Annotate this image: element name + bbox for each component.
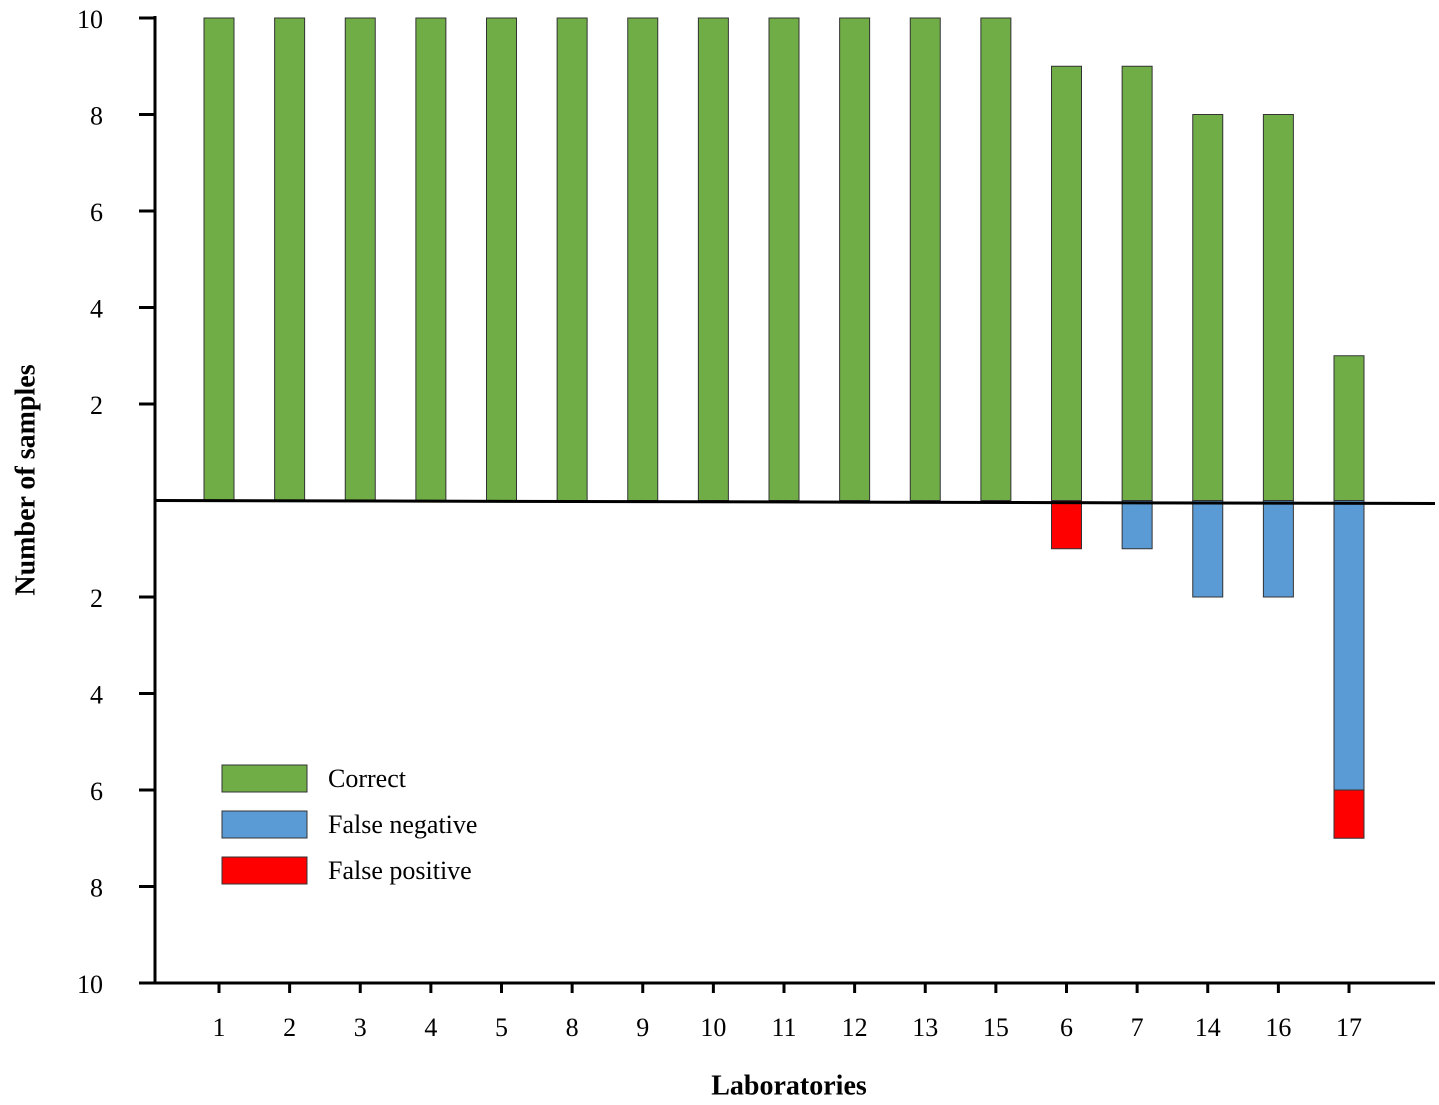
legend-label: Correct <box>328 764 407 793</box>
x-tick-label: 10 <box>700 1013 726 1042</box>
legend-label: False negative <box>328 810 477 839</box>
x-tick-label: 6 <box>1060 1013 1073 1042</box>
y-tick-label: 10 <box>77 970 103 999</box>
bar <box>1192 114 1224 501</box>
bar <box>344 17 376 501</box>
y-axis-label: Number of samples <box>10 364 41 595</box>
x-tick-label: 17 <box>1336 1013 1362 1042</box>
x-tick-label: 1 <box>213 1013 226 1042</box>
x-tick-label: 14 <box>1195 1013 1221 1042</box>
bar <box>1333 789 1365 839</box>
bar <box>203 17 235 501</box>
y-tick-label: 2 <box>90 584 103 613</box>
bar <box>768 17 800 501</box>
bar <box>909 17 941 501</box>
x-tick-label: 16 <box>1265 1013 1291 1042</box>
y-tick-label: 4 <box>90 680 103 709</box>
x-tick-label: 5 <box>495 1013 508 1042</box>
bar <box>1333 355 1365 501</box>
legend-swatch <box>221 810 308 839</box>
bar <box>1192 500 1224 598</box>
y-tick-label: 4 <box>90 294 103 323</box>
bar <box>1262 500 1294 598</box>
bar <box>1262 114 1294 501</box>
bar <box>980 17 1012 501</box>
zero-line <box>154 499 1436 505</box>
bar <box>415 17 447 501</box>
bar <box>1121 65 1153 501</box>
y-tick-label: 8 <box>90 873 103 902</box>
x-tick-label: 15 <box>983 1013 1009 1042</box>
x-tick-label: 9 <box>636 1013 649 1042</box>
y-tick-label: 8 <box>90 101 103 130</box>
x-tick-label: 4 <box>424 1013 437 1042</box>
x-tick-label: 8 <box>566 1013 579 1042</box>
bar <box>486 17 517 501</box>
x-tick-label: 11 <box>771 1013 796 1042</box>
bar <box>627 17 659 501</box>
bar <box>1121 500 1153 550</box>
bar <box>1051 500 1082 550</box>
legend-swatch <box>221 764 308 793</box>
bar <box>839 17 871 501</box>
bar <box>697 17 729 501</box>
x-tick-label: 3 <box>354 1013 367 1042</box>
legend-swatch <box>221 856 308 885</box>
legend-label: False positive <box>328 856 472 885</box>
y-tick-label: 6 <box>90 198 103 227</box>
x-tick-label: 12 <box>842 1013 868 1042</box>
y-tick-label: 10 <box>77 5 103 34</box>
x-axis-label: Laboratories <box>711 1070 867 1101</box>
y-tick-label: 6 <box>90 777 103 806</box>
x-tick-label: 2 <box>283 1013 296 1042</box>
bar <box>1051 65 1082 501</box>
bar <box>556 17 588 501</box>
bar <box>274 17 306 501</box>
bar <box>1333 500 1365 791</box>
x-tick-label: 13 <box>912 1013 938 1042</box>
x-tick-label: 7 <box>1131 1013 1144 1042</box>
y-tick-label: 2 <box>90 391 103 420</box>
